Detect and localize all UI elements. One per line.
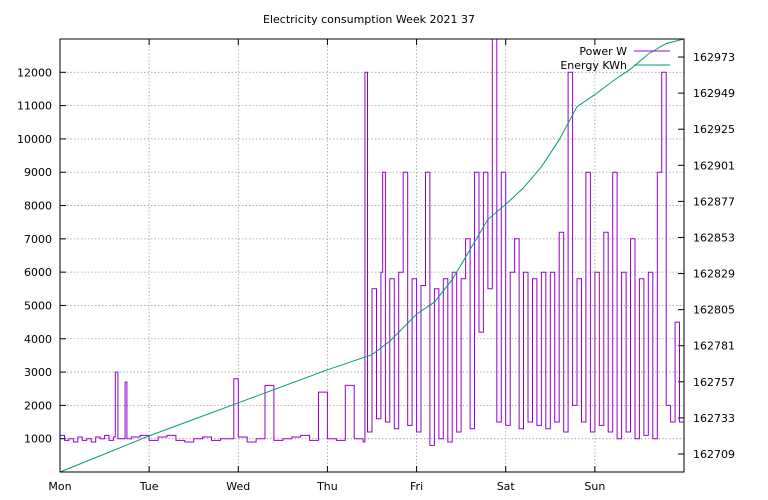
y-left-tick-label: 1000	[24, 433, 52, 446]
y-left-tick-label: 2000	[24, 399, 52, 412]
y-left-tick-label: 11000	[17, 100, 52, 113]
y-right-tick-label: 162949	[693, 87, 735, 100]
series-line-power-w	[60, 38, 685, 446]
y-right-tick-label: 162709	[693, 448, 735, 461]
series-line-energy-kwh	[59, 38, 685, 473]
y-left-tick-label: 7000	[24, 233, 52, 246]
x-tick-label: Thu	[316, 480, 338, 493]
x-axis: Mon Tue Wed Thu Fri Sat Sun	[48, 39, 605, 493]
y-left-tick-label: 5000	[24, 299, 52, 312]
y-right-tick-label: 162829	[693, 268, 735, 281]
y-right-tick-label: 162757	[693, 376, 735, 389]
y-right-tick-label: 162733	[693, 412, 735, 425]
y-left-tick-label: 3000	[24, 366, 52, 379]
y-right-tick-label: 162973	[693, 51, 735, 64]
x-tick-label: Tue	[139, 480, 159, 493]
y-right-tick-label: 162925	[693, 123, 735, 136]
x-tick-label: Wed	[226, 480, 250, 493]
y-axis-left: 1000 2000 3000 4000 5000 6000 7000 8000 9000 1000…	[17, 66, 66, 446]
plot-frame	[59, 38, 685, 473]
y-right-tick-label: 162781	[693, 340, 735, 353]
legend-label: Power W	[579, 45, 627, 58]
y-left-tick-label: 12000	[17, 66, 52, 79]
chart-title: Electricity consumption Week 2021 37	[263, 13, 475, 26]
x-tick-label: Sun	[584, 480, 605, 493]
x-tick-label: Fri	[410, 480, 423, 493]
y-left-tick-label: 8000	[24, 200, 52, 213]
plot-area	[59, 38, 685, 473]
y-axis-right: 162709 162733 162757 162781 162805 162829 1628…	[678, 51, 735, 461]
y-right-tick-label: 162853	[693, 231, 735, 244]
x-tick-label: Sat	[497, 480, 516, 493]
y-left-tick-label: 10000	[17, 133, 52, 146]
x-tick-label: Mon	[48, 480, 71, 493]
legend-label: Energy KWh	[560, 59, 627, 72]
y-left-tick-label: 9000	[24, 166, 52, 179]
y-right-tick-label: 162805	[693, 304, 735, 317]
y-right-tick-label: 162901	[693, 159, 735, 172]
y-left-tick-label: 4000	[24, 333, 52, 346]
y-right-tick-label: 162877	[693, 195, 735, 208]
y-left-tick-label: 6000	[24, 266, 52, 279]
